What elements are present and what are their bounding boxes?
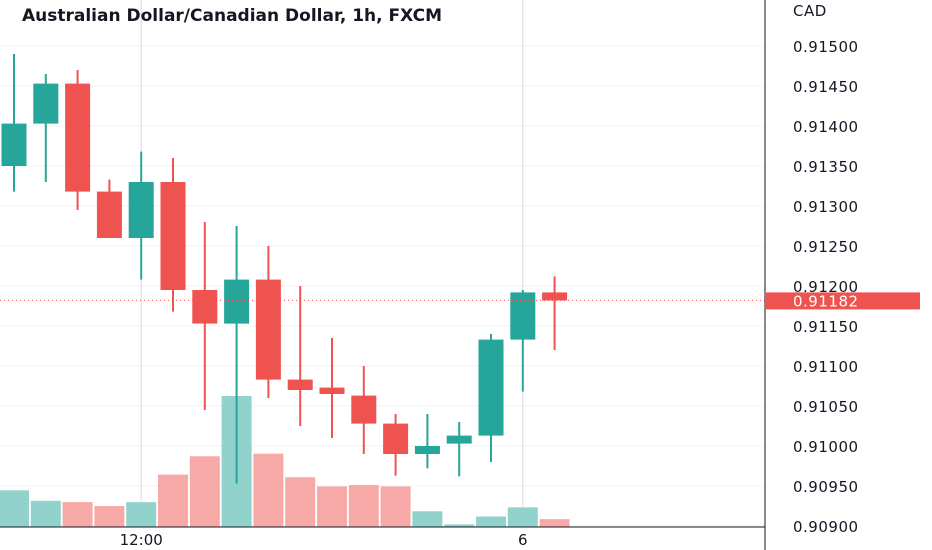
price-tick-label: 0.91250 bbox=[793, 238, 859, 256]
volume-bar bbox=[380, 486, 411, 527]
price-tick-label: 0.91200 bbox=[793, 278, 859, 296]
volume-bar bbox=[476, 516, 506, 527]
price-axis: 0.91500 0.91450 0.91400 0.91350 0.91300 0.912… bbox=[793, 38, 859, 536]
price-tick-label: 0.91050 bbox=[793, 398, 859, 416]
volume-bar bbox=[126, 502, 157, 527]
candle-body bbox=[542, 292, 568, 301]
price-tick-label: 0.91150 bbox=[793, 318, 859, 336]
volume-bar bbox=[285, 477, 316, 527]
candle-body bbox=[128, 182, 154, 238]
candle-body bbox=[65, 83, 91, 192]
price-tick-label: 0.91100 bbox=[793, 358, 859, 376]
candle-body bbox=[96, 191, 122, 238]
volume-bar bbox=[539, 519, 570, 527]
price-tick-label: 0.91300 bbox=[793, 198, 859, 216]
candle-body bbox=[510, 292, 536, 340]
volume-bar bbox=[189, 456, 220, 527]
time-tick-label: 12:00 bbox=[120, 531, 163, 549]
volume-bar bbox=[62, 502, 93, 527]
price-tick-label: 0.91400 bbox=[793, 118, 859, 136]
candle-body bbox=[1, 123, 27, 166]
volume-bar bbox=[0, 490, 29, 527]
candle-body bbox=[160, 182, 186, 290]
last-price-badge-background bbox=[765, 292, 920, 310]
volume-bar bbox=[158, 474, 188, 527]
candle-body bbox=[287, 379, 313, 390]
last-price-label: 0.91182 bbox=[793, 292, 859, 310]
candle-body bbox=[192, 290, 218, 324]
chart-title: Australian Dollar/Canadian Dollar, 1h, F… bbox=[22, 6, 442, 26]
price-tick-label: 0.90950 bbox=[793, 478, 859, 496]
candle-body bbox=[414, 446, 440, 454]
volume-bar bbox=[253, 453, 284, 527]
volume-bar bbox=[444, 524, 475, 527]
price-tick-label: 0.90900 bbox=[793, 518, 859, 536]
volume-bar bbox=[507, 507, 538, 527]
price-tick-label: 0.91450 bbox=[793, 78, 859, 96]
candle-body bbox=[255, 279, 281, 380]
time-tick-label: 6 bbox=[518, 531, 528, 549]
grid bbox=[0, 0, 765, 527]
candle-body bbox=[383, 423, 409, 454]
candle-body bbox=[351, 395, 377, 424]
volume-bar bbox=[412, 511, 443, 527]
volume-bar bbox=[348, 485, 379, 527]
price-tick-label: 0.91500 bbox=[793, 38, 859, 56]
volume-bar bbox=[317, 486, 347, 527]
price-tick-label: 0.91000 bbox=[793, 438, 859, 456]
volume-bar bbox=[30, 500, 61, 527]
candle-body bbox=[33, 83, 59, 124]
volume-bar bbox=[94, 506, 125, 527]
time-axis: 12:00 6 bbox=[120, 531, 528, 549]
candle-body bbox=[446, 435, 472, 444]
candle-body bbox=[319, 387, 345, 394]
last-price-badge: 0.91182 bbox=[765, 292, 920, 310]
currency-label: CAD bbox=[793, 2, 827, 20]
candle-body bbox=[224, 279, 250, 324]
price-tick-label: 0.91350 bbox=[793, 158, 859, 176]
candlesticks bbox=[1, 54, 568, 484]
candle-body bbox=[478, 339, 504, 436]
